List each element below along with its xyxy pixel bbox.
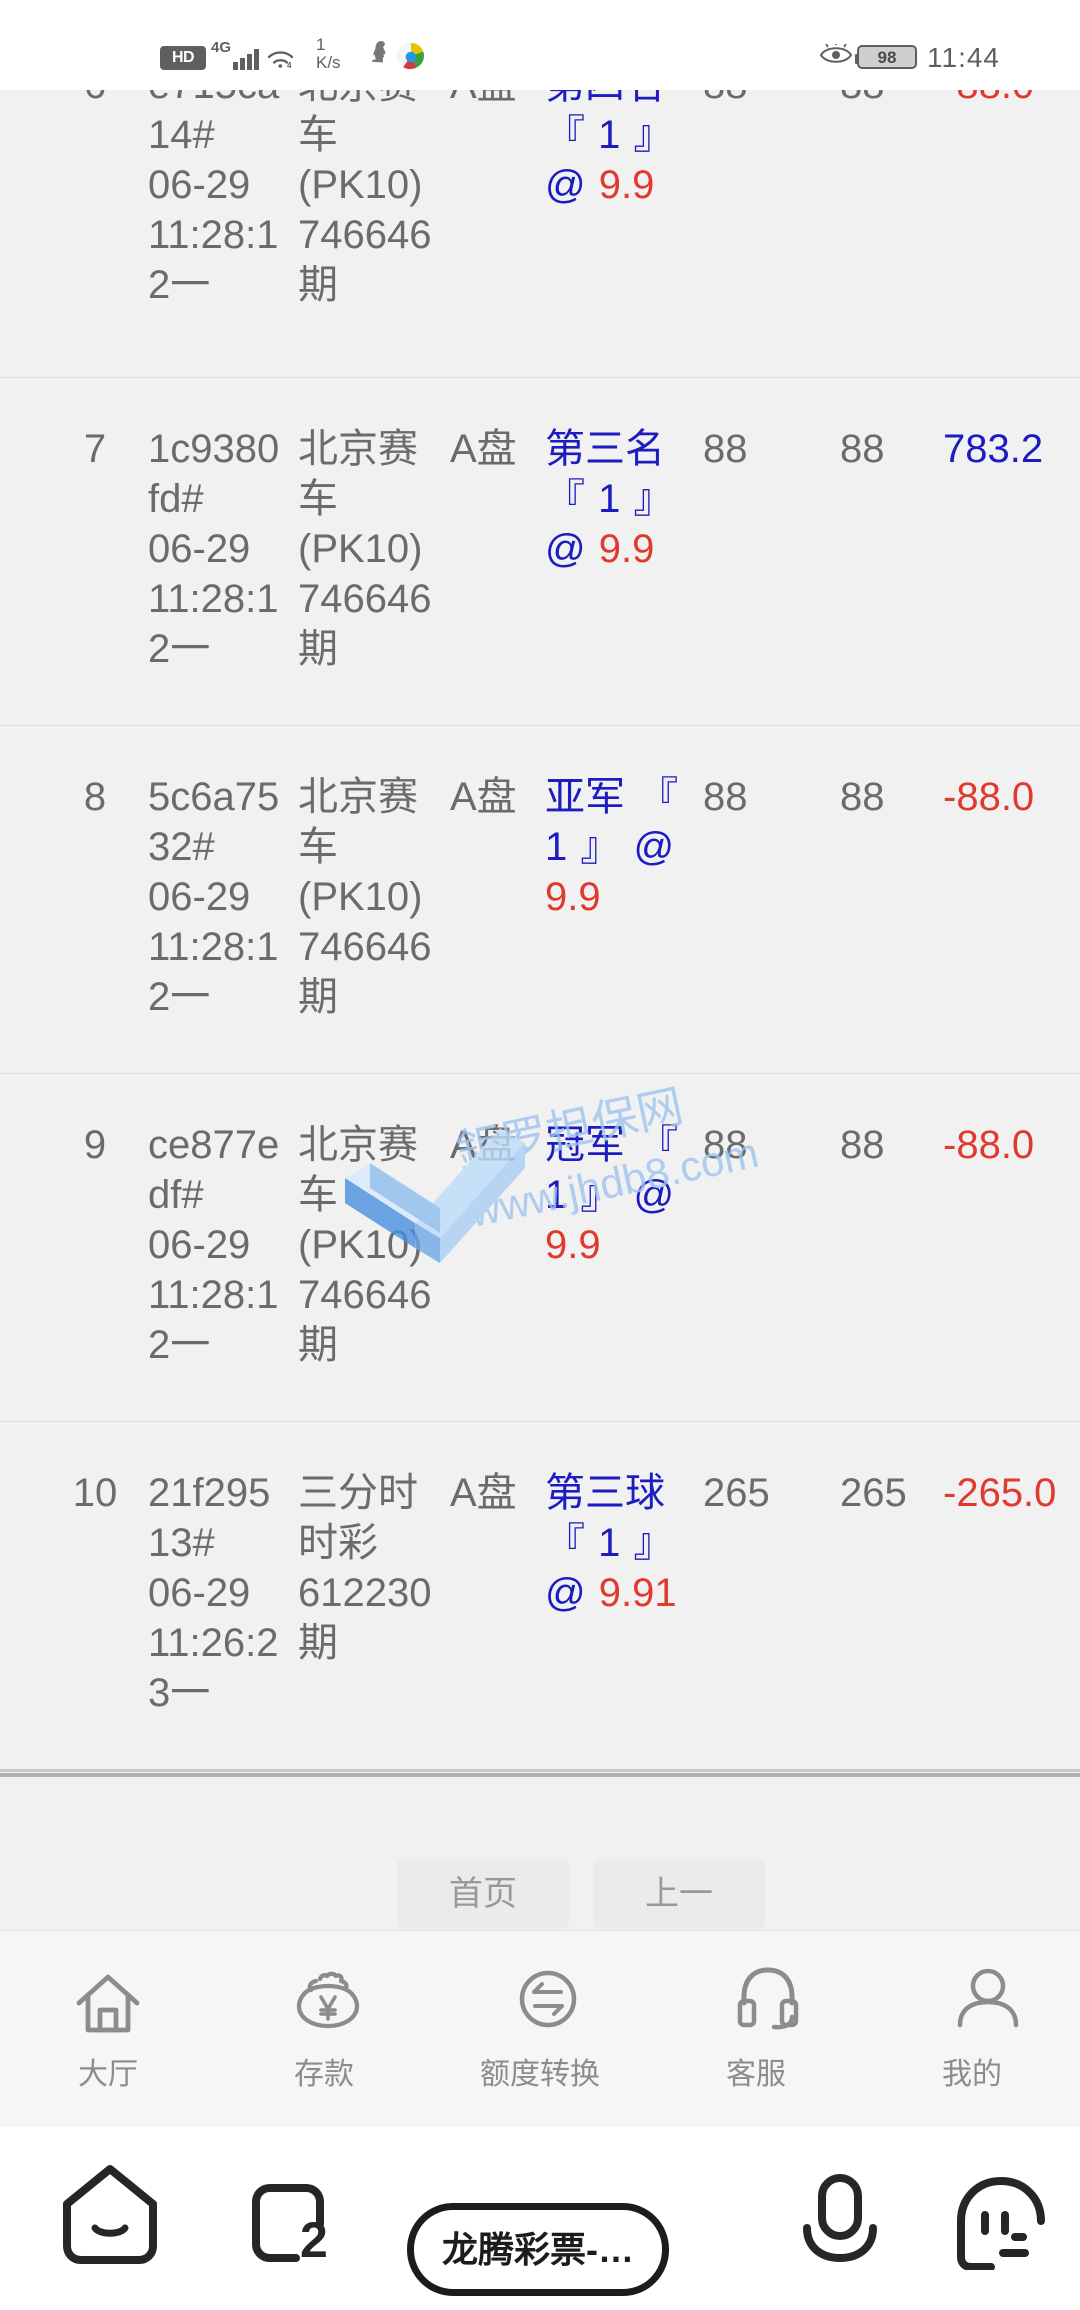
svg-text:4: 4 bbox=[287, 61, 292, 70]
svg-text:2: 2 bbox=[300, 2212, 328, 2267]
